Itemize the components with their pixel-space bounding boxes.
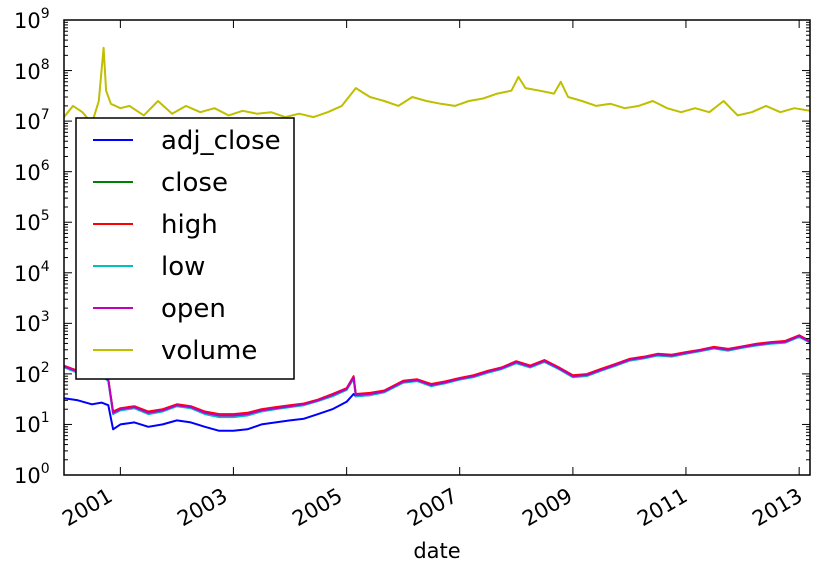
- x-axis-title: date: [413, 539, 460, 563]
- series-line-open: [64, 335, 810, 417]
- legend-label-close: close: [161, 168, 228, 198]
- y-tick-label-3: 103: [14, 309, 50, 336]
- y-tick-label-4: 104: [14, 259, 50, 286]
- y-tick-label-8: 108: [14, 57, 50, 84]
- legend-label-volume: volume: [161, 336, 257, 366]
- legend: adj_close close high low open volume: [75, 117, 295, 380]
- y-tick-label-0: 100: [14, 461, 50, 488]
- plot-frame: [63, 19, 811, 476]
- legend-label-low: low: [161, 252, 205, 282]
- legend-label-high: high: [161, 210, 218, 240]
- y-tick-label-2: 102: [14, 360, 50, 387]
- series-layer: [64, 46, 810, 432]
- y-tick-label-5: 105: [14, 208, 50, 235]
- legend-box: [75, 117, 295, 380]
- y-tick-label-9: 109: [14, 6, 50, 33]
- series-line-volume: [64, 46, 810, 125]
- legend-label-adj-close: adj_close: [161, 126, 281, 156]
- y-tick-label-7: 107: [14, 107, 50, 134]
- y-tick-label-1: 101: [14, 410, 50, 437]
- ticks-layer: [64, 19, 810, 476]
- y-tick-labels: 100 101 102 103 104 105 106 107 108 109: [14, 6, 50, 488]
- legend-label-open: open: [161, 294, 226, 324]
- y-tick-label-6: 106: [14, 158, 50, 185]
